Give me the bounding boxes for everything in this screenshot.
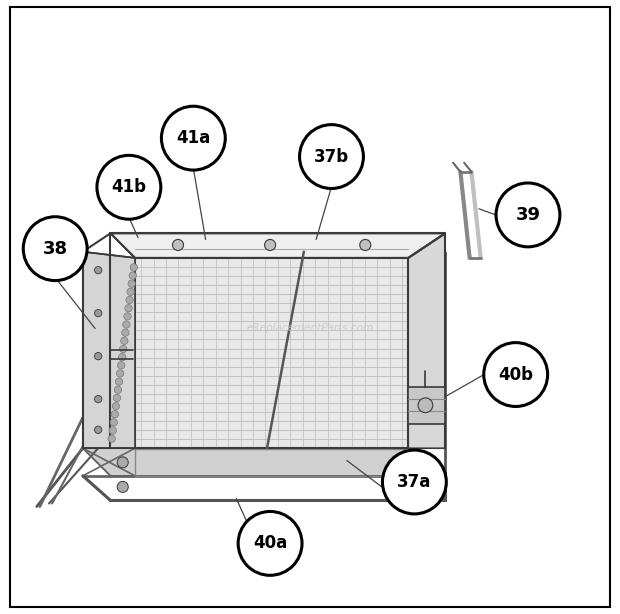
Polygon shape [83, 252, 135, 448]
Circle shape [128, 280, 135, 287]
Circle shape [94, 395, 102, 403]
Circle shape [115, 378, 123, 386]
Circle shape [118, 354, 126, 361]
Text: 41a: 41a [176, 129, 210, 147]
Circle shape [496, 183, 560, 247]
Circle shape [415, 481, 426, 492]
Circle shape [238, 511, 302, 575]
Circle shape [125, 305, 132, 312]
Text: 40b: 40b [498, 365, 533, 384]
Text: eReplacementParts.com: eReplacementParts.com [246, 324, 374, 333]
Circle shape [121, 337, 128, 344]
Polygon shape [83, 448, 445, 476]
Polygon shape [135, 258, 408, 448]
Circle shape [161, 106, 225, 170]
Circle shape [94, 426, 102, 433]
Text: 37a: 37a [397, 473, 432, 491]
Circle shape [130, 264, 138, 271]
Circle shape [418, 398, 433, 413]
Circle shape [299, 125, 363, 188]
Circle shape [126, 297, 133, 304]
Circle shape [97, 155, 161, 219]
Text: 38: 38 [43, 239, 68, 258]
Circle shape [120, 345, 127, 352]
Circle shape [94, 309, 102, 317]
Circle shape [383, 450, 446, 514]
Circle shape [124, 313, 131, 320]
Text: 41b: 41b [112, 178, 146, 196]
Circle shape [484, 343, 547, 406]
Circle shape [123, 321, 130, 328]
Circle shape [265, 239, 276, 251]
Circle shape [122, 329, 129, 336]
Circle shape [112, 402, 120, 410]
Circle shape [117, 457, 128, 468]
Polygon shape [408, 233, 445, 448]
Circle shape [113, 394, 121, 402]
Circle shape [117, 481, 128, 492]
Text: 40a: 40a [253, 534, 287, 553]
Circle shape [117, 362, 125, 369]
Circle shape [94, 266, 102, 274]
Circle shape [109, 427, 117, 434]
Circle shape [129, 272, 136, 279]
Text: 39: 39 [515, 206, 541, 224]
Polygon shape [110, 233, 445, 258]
Circle shape [360, 239, 371, 251]
Circle shape [114, 386, 122, 394]
Circle shape [24, 217, 87, 281]
Circle shape [403, 457, 414, 468]
Text: 37b: 37b [314, 147, 349, 166]
Circle shape [117, 370, 124, 377]
Circle shape [111, 411, 118, 418]
Circle shape [110, 419, 117, 426]
Circle shape [172, 239, 184, 251]
Polygon shape [408, 387, 445, 424]
Circle shape [94, 352, 102, 360]
Circle shape [127, 288, 135, 295]
Circle shape [108, 435, 115, 442]
